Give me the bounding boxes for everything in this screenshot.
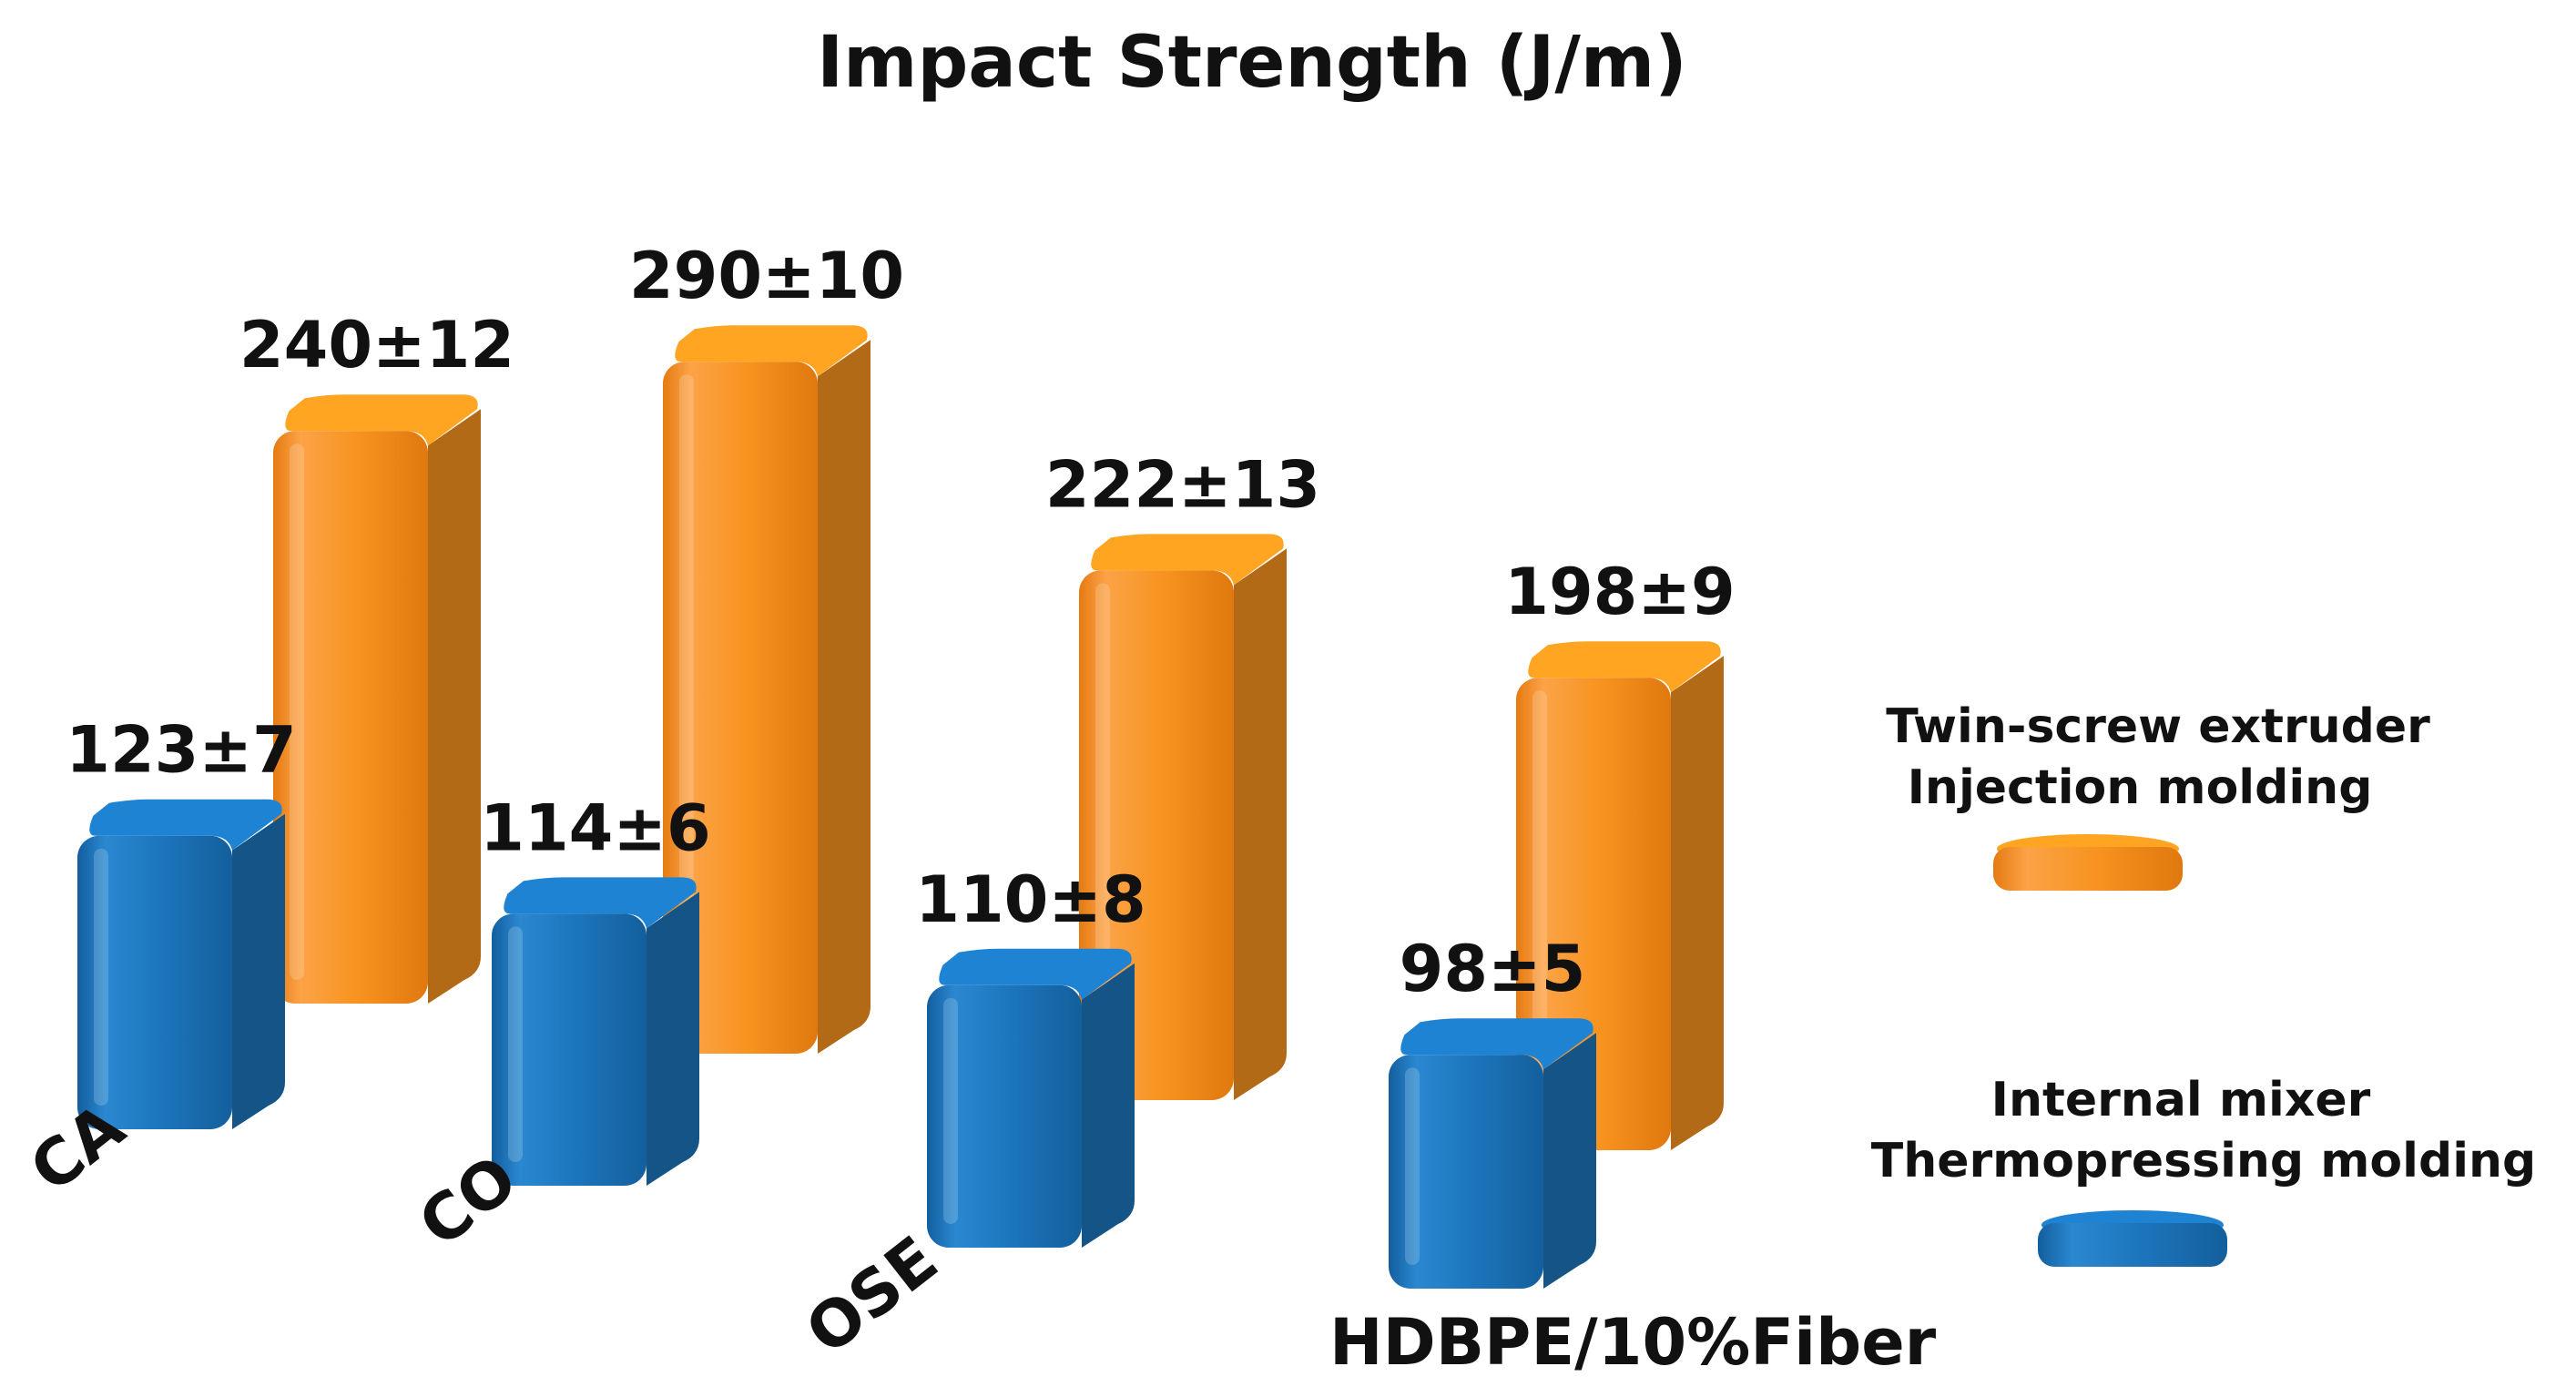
bar-blue-co-highlight (508, 926, 523, 1162)
bar-blue-ca (77, 799, 285, 1129)
value-label-orange-co: 290±10 (629, 239, 904, 313)
bar-blue-hdbpe-10-fiber-front (1389, 1055, 1543, 1289)
legend-orange-swatch (1993, 834, 2183, 891)
bar-orange-ose-top (1091, 534, 1284, 586)
bar-blue-hdbpe-10-fiber-side (1543, 1033, 1596, 1289)
legend-blue-line-2: Thermopressing molding (1871, 1134, 2537, 1188)
bar-orange-co-front (663, 362, 818, 1054)
bar-orange-ca (273, 394, 481, 1004)
bar-blue-ose (927, 948, 1135, 1248)
legend-blue-line-1: Internal mixer (1991, 1073, 2371, 1127)
bar-blue-ose-side (1082, 963, 1135, 1248)
bar-blue-ca-front (77, 835, 232, 1129)
legend: Twin-screw extruder Injection molding In… (1871, 699, 2537, 1267)
bar-blue-hdbpe-10-fiber-highlight (1405, 1067, 1420, 1265)
value-label-blue-ca: 123±7 (66, 713, 296, 788)
bar-blue-ca-highlight (94, 848, 108, 1106)
legend-blue-swatch-body (2038, 1223, 2227, 1267)
bar-blue-co-top (504, 877, 697, 929)
bar-blue-ca-top (89, 799, 282, 851)
bar-orange-hdbpe-10-fiber-top (1528, 641, 1721, 693)
bar-orange-ca-front (273, 431, 428, 1004)
chart-title: Impact Strength (J/m) (817, 22, 1687, 104)
value-label-blue-ose: 110±8 (915, 862, 1145, 937)
value-label-orange-hdbpe-10-fiber: 198±9 (1504, 555, 1735, 629)
value-label-blue-co: 114±6 (480, 790, 710, 865)
bar-orange-hdbpe-10-fiber-highlight (1532, 690, 1547, 1127)
bar-orange-co-top (675, 325, 868, 377)
bar-orange-co (663, 325, 871, 1054)
bar-blue-ose-top (939, 948, 1132, 1000)
bar-blue-co (492, 877, 699, 1186)
legend-orange-line-1: Twin-screw extruder (1886, 699, 2430, 754)
tick-label-hdbpe-fiber: HDBPE/10%Fiber (1329, 1305, 1937, 1380)
legend-orange-swatch-body (1993, 847, 2183, 891)
bar-orange-hdbpe-10-fiber-side (1671, 656, 1724, 1150)
bar-orange-ose-side (1234, 548, 1287, 1100)
bar-orange-ca-highlight (290, 444, 304, 980)
bar-blue-co-side (647, 892, 699, 1186)
legend-orange-line-2: Injection molding (1908, 760, 2373, 815)
bars-layer (77, 325, 1724, 1289)
tick-label-ose: OSE (792, 1222, 952, 1370)
value-labels-layer: 240±12 290±10 222±13 198±9 123±7 114±6 110±8 98… (66, 239, 1735, 1006)
bar-blue-hdbpe-10-fiber-top (1400, 1018, 1593, 1070)
bar-blue-hdbpe-10-fiber (1389, 1018, 1596, 1289)
value-label-orange-ose: 222±13 (1045, 447, 1320, 522)
value-label-orange-ca: 240±12 (239, 308, 514, 382)
bar-blue-ose-front (927, 984, 1082, 1248)
bar-blue-co-front (492, 913, 647, 1186)
bar-blue-ose-highlight (943, 997, 958, 1224)
bar-orange-co-highlight (679, 374, 694, 1030)
bar-orange-co-side (818, 340, 871, 1054)
value-label-blue-hdbpe-10-fiber: 98±5 (1400, 932, 1586, 1006)
bar-orange-ca-side (428, 409, 481, 1004)
legend-blue-swatch (2038, 1210, 2227, 1267)
bar-orange-ca-top (285, 394, 478, 446)
bar-blue-ca-side (232, 813, 285, 1129)
